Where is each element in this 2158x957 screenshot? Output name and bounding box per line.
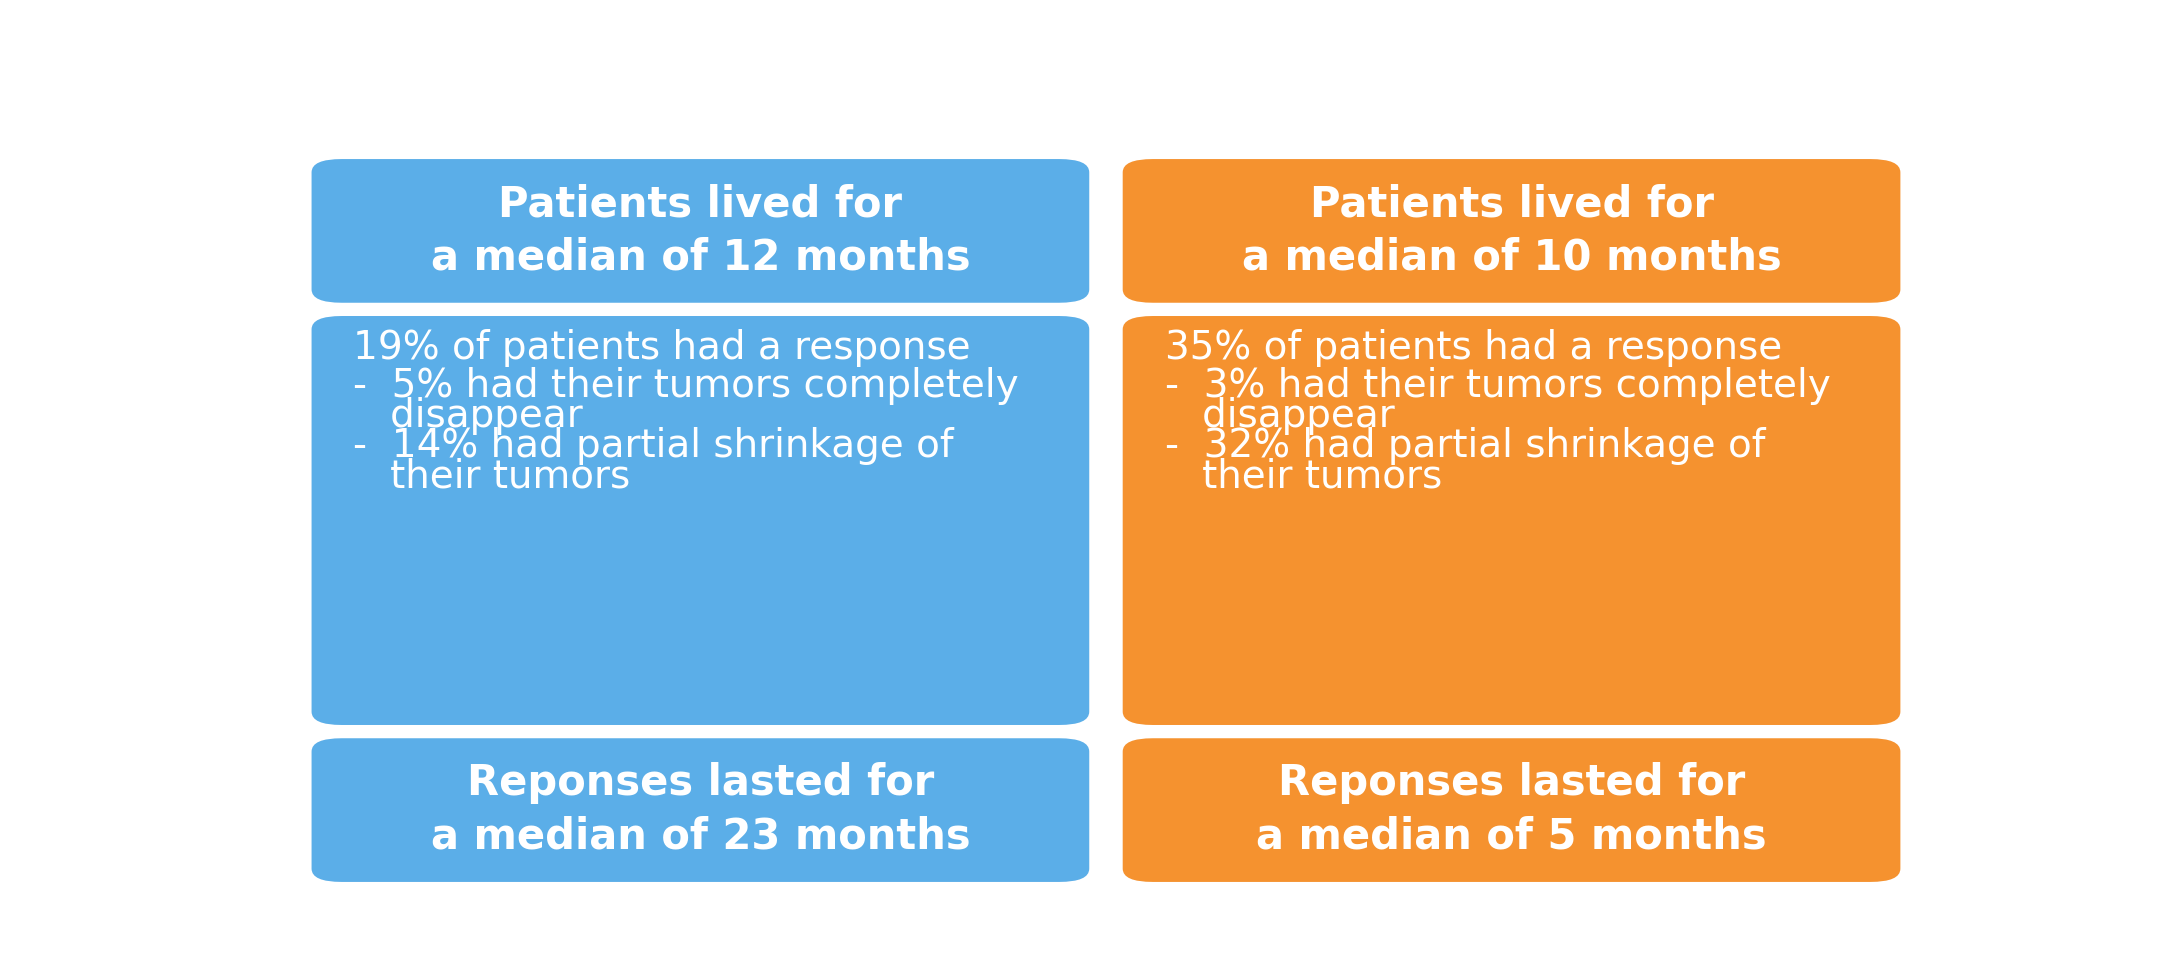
FancyBboxPatch shape [311, 316, 1090, 725]
Text: Reponses lasted for
a median of 23 months: Reponses lasted for a median of 23 month… [432, 763, 971, 857]
Text: Patients lived for
a median of 10 months: Patients lived for a median of 10 months [1241, 183, 1780, 278]
Text: -  14% had partial shrinkage of: - 14% had partial shrinkage of [354, 428, 954, 465]
Text: their tumors: their tumors [354, 457, 630, 496]
Text: -  32% had partial shrinkage of: - 32% had partial shrinkage of [1165, 428, 1765, 465]
FancyBboxPatch shape [1122, 738, 1901, 882]
Text: their tumors: their tumors [1165, 457, 1442, 496]
FancyBboxPatch shape [1122, 316, 1901, 725]
FancyBboxPatch shape [1122, 159, 1901, 302]
Text: -  3% had their tumors completely: - 3% had their tumors completely [1165, 367, 1830, 405]
Text: disappear: disappear [354, 397, 583, 435]
FancyBboxPatch shape [311, 738, 1090, 882]
Text: 35% of patients had a response: 35% of patients had a response [1165, 329, 1783, 367]
Text: 19% of patients had a response: 19% of patients had a response [354, 329, 971, 367]
FancyBboxPatch shape [311, 159, 1090, 302]
Text: Reponses lasted for
a median of 5 months: Reponses lasted for a median of 5 months [1256, 763, 1767, 857]
Text: -  5% had their tumors completely: - 5% had their tumors completely [354, 367, 1019, 405]
Text: disappear: disappear [1165, 397, 1394, 435]
Text: Patients lived for
a median of 12 months: Patients lived for a median of 12 months [432, 183, 971, 278]
